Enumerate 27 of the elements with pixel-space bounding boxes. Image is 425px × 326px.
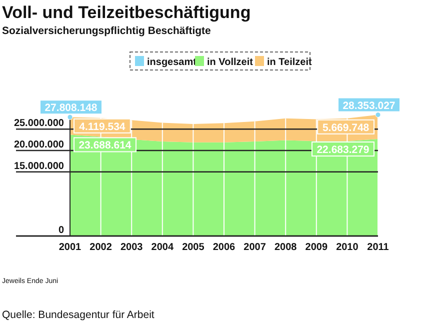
source-note: Quelle: Bundesagentur für Arbeit: [2, 309, 154, 321]
chart-title: Voll- und Teilzeitbeschäftigung: [2, 3, 251, 22]
legend-label: in Vollzeit: [207, 57, 254, 68]
x-tick-label: 2011: [367, 242, 390, 253]
x-tick-label: 2003: [120, 242, 144, 253]
data-label: 28.353.027: [342, 100, 396, 112]
x-tick-label: 2008: [274, 242, 298, 253]
y-tick-label: 0: [58, 225, 64, 236]
y-tick-label: 25.000.000: [14, 118, 64, 130]
data-label: 4.119.534: [79, 120, 126, 133]
chart-subtitle: Sozialversicherungspflichtig Beschäftigte: [2, 25, 212, 37]
data-label: 5.669.748: [322, 122, 370, 134]
x-tick-label: 2004: [151, 242, 174, 253]
y-tick-label: 15.000.000: [14, 160, 64, 172]
x-tick-label: 2002: [90, 242, 112, 253]
x-tick-label: 2010: [336, 242, 359, 253]
x-tick-label: 2006: [212, 242, 236, 253]
data-label: 23.688.614: [78, 140, 132, 152]
legend-label: insgesamt: [147, 57, 198, 68]
y-tick-label: 20.000.000: [14, 139, 64, 150]
x-tick-label: 2001: [58, 242, 82, 253]
x-tick-label: 2005: [182, 242, 205, 253]
x-tick-label: 2009: [305, 242, 328, 253]
legend-label: in Teilzeit: [267, 57, 312, 68]
x-tick-label: 2007: [244, 242, 266, 253]
data-label: 27.808.148: [44, 102, 98, 114]
data-label: 22.683.279: [316, 144, 370, 156]
